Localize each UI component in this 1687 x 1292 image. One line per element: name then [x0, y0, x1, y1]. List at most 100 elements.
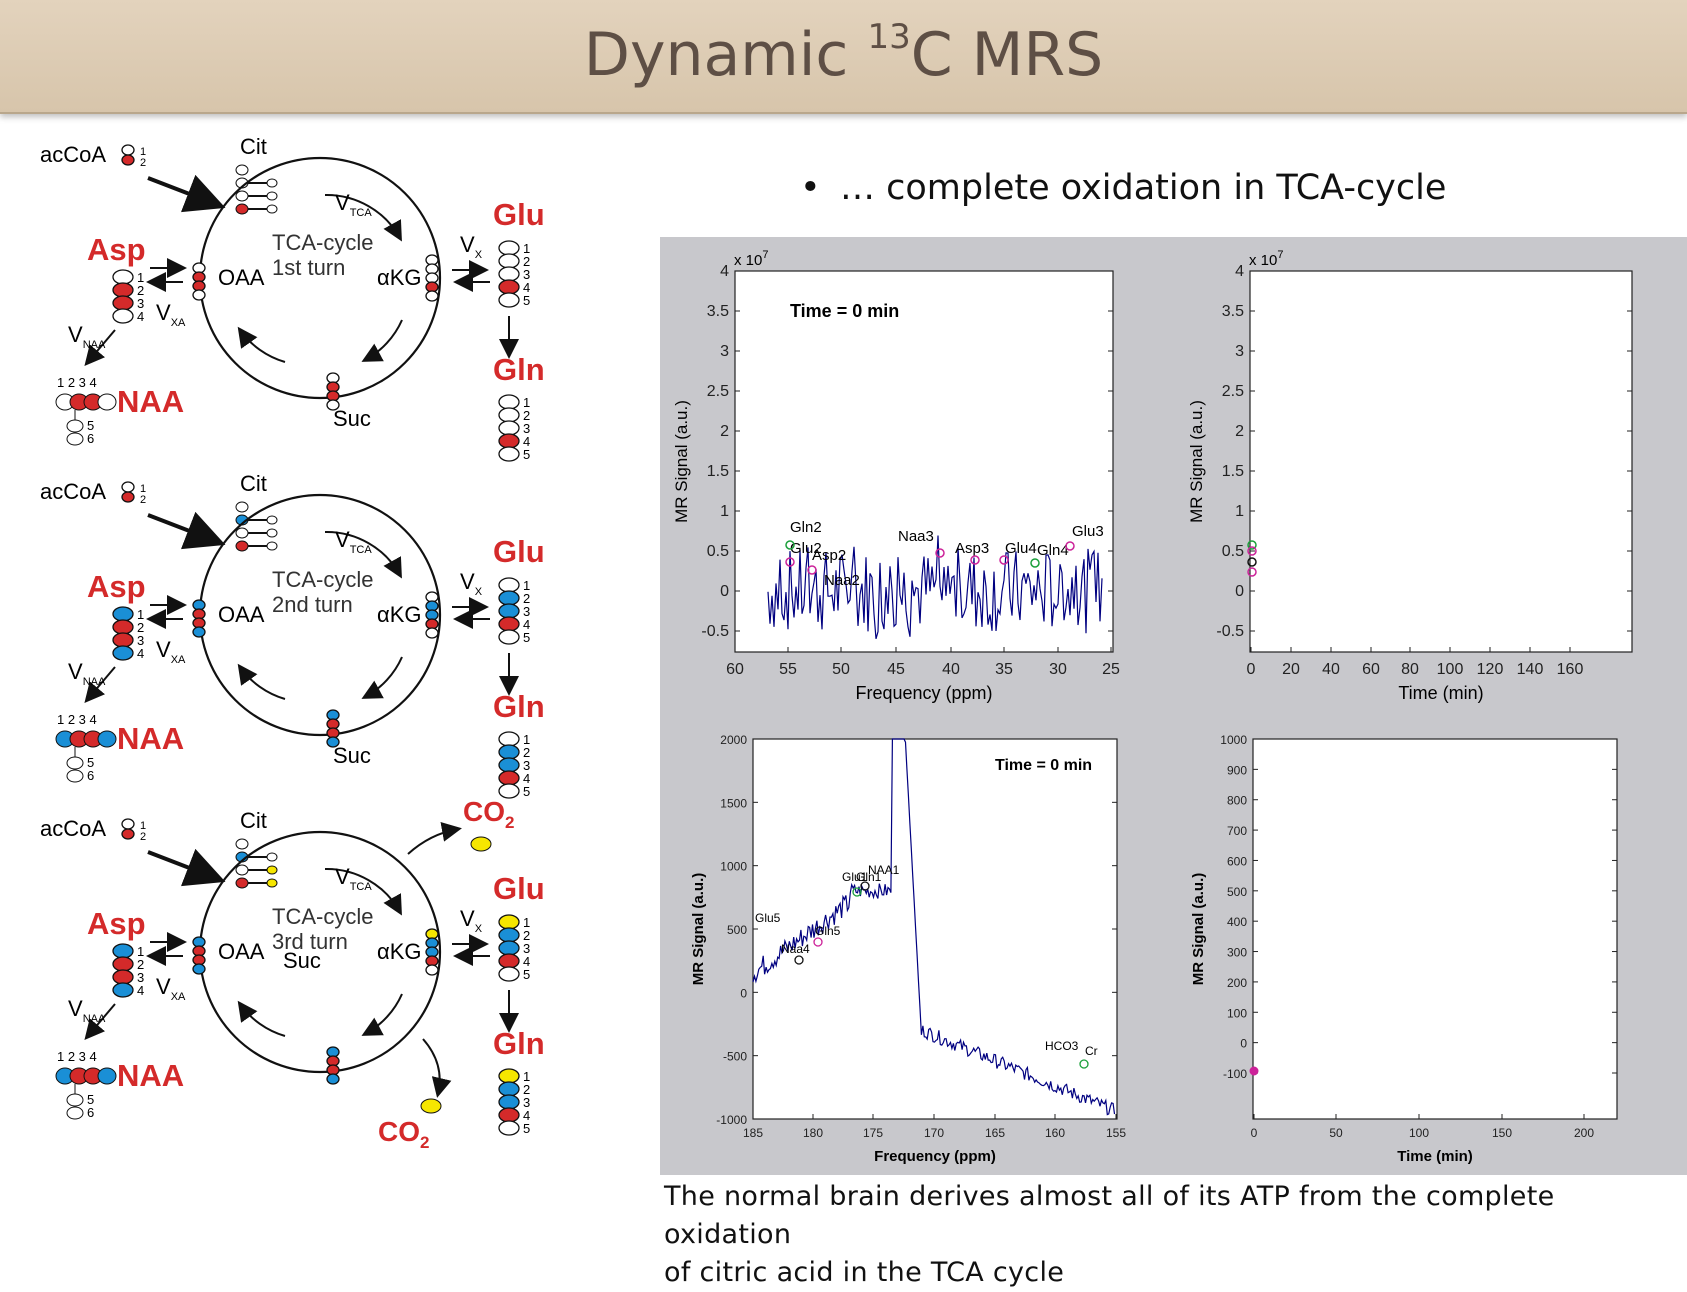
peak-marker [1065, 541, 1075, 551]
x-tick-label: 50 [832, 661, 850, 678]
glu-carbon-number: 1 [523, 241, 530, 256]
plot-area [1249, 270, 1633, 653]
spectrum-line [752, 738, 1116, 1116]
asp-label: Asp [87, 569, 146, 604]
x-tick-label: 160 [1045, 1126, 1065, 1140]
accoa-number: 2 [140, 157, 146, 169]
suc-label: Suc [283, 948, 321, 973]
y-tick-label: 1 [720, 503, 729, 520]
gln-carbon-number: 1 [523, 732, 530, 747]
y-tick-label: 0 [1240, 1037, 1247, 1051]
timecourse-marker [1247, 546, 1257, 556]
peak-label: Asp3 [955, 540, 989, 557]
akg-label: αKG [377, 602, 422, 627]
cit-carbon [266, 528, 278, 538]
y-tick-label: 500 [727, 923, 747, 937]
oaa-label: OAA [218, 602, 265, 627]
v-x-label-sub: X [475, 249, 483, 261]
accoa-number: 2 [140, 494, 146, 506]
accoa-carbon [121, 491, 135, 503]
gln-label: Gln [493, 689, 545, 724]
turn-label-line1: TCA-cycle [272, 567, 373, 592]
naa-number: 5 [87, 755, 94, 770]
glu-carbon-number: 4 [523, 954, 530, 969]
bullet-text: … complete oxidation in TCA-cycle [840, 168, 1447, 208]
glu-carbon-number: 3 [523, 267, 530, 282]
naa-number: 6 [87, 1105, 94, 1120]
asp-carbon-number: 1 [137, 944, 144, 959]
naa-arrow [84, 329, 116, 367]
glu-carbon-number: 2 [523, 928, 530, 943]
y-tick-label: -500 [723, 1050, 747, 1064]
x-axis-label: Frequency (ppm) [874, 1148, 996, 1165]
naa-arrow [84, 1003, 116, 1041]
peak-label: Glu3 [1072, 523, 1104, 540]
v-xa-label-sub: XA [171, 654, 186, 666]
x-tick-label: 45 [887, 661, 905, 678]
peak-label: NAA1 [868, 863, 900, 877]
y-axis-label: MR Signal (a.u.) [672, 400, 691, 523]
cycle-arrow [324, 193, 402, 242]
naa-label: NAA [117, 721, 184, 756]
y-tick-label: 4 [720, 263, 729, 280]
time-annotation: Time = 0 min [995, 757, 1092, 774]
time-annotation: Time = 0 min [790, 301, 899, 321]
spectrum-line [767, 535, 1103, 639]
naa-numbers: 1 2 3 4 [57, 712, 97, 727]
y-tick-label: -0.5 [701, 623, 729, 640]
peak-label: HCO3 [1045, 1039, 1079, 1053]
y-multiplier: x 107 [1249, 249, 1283, 269]
peak-marker [935, 548, 945, 558]
slide-title: Dynamic 13C MRS [583, 17, 1104, 90]
y-tick-label: 0 [1235, 583, 1244, 600]
accoa-number: 2 [140, 831, 146, 843]
turn-label-line1: TCA-cycle [272, 230, 373, 255]
glu-carbon-number: 4 [523, 280, 530, 295]
y-tick-label: 300 [1227, 946, 1247, 960]
caption-line-1: The normal brain derives almost all of i… [664, 1181, 1555, 1250]
co2-sub: 2 [420, 1133, 429, 1152]
x-tick-label: 150 [1492, 1126, 1512, 1140]
asp-carbon-number: 2 [137, 283, 144, 298]
x-axis-label: Time (min) [1398, 683, 1483, 703]
suc-carbon [326, 1073, 340, 1085]
x-tick-label: 160 [1557, 661, 1584, 678]
cycle-arrow [361, 319, 403, 362]
x-tick-label: 0 [1251, 1126, 1258, 1140]
y-tick-label: 0 [740, 986, 747, 1000]
y-tick-label: -1000 [716, 1113, 747, 1127]
gln-carbon-number: 4 [523, 771, 530, 786]
asp-carbon-number: 2 [137, 957, 144, 972]
cit-carbon [266, 191, 278, 201]
x-tick-label: 60 [726, 661, 744, 678]
glu-label: Glu [493, 534, 545, 569]
y-tick-label: 2.5 [1222, 383, 1244, 400]
naa-carbon [66, 756, 84, 770]
timecourse-marker [1247, 557, 1257, 567]
glu-carbon [498, 966, 520, 982]
y-multiplier: x 107 [734, 249, 768, 269]
y-tick-label: 1.5 [1222, 463, 1244, 480]
bullet-point: • … complete oxidation in TCA-cycle [800, 168, 1446, 208]
gln-carbon-number: 3 [523, 1095, 530, 1110]
gln-carbon-number: 2 [523, 745, 530, 760]
y-tick-label: 2.5 [707, 383, 729, 400]
co2-carbon [470, 836, 492, 852]
x-tick-label: 55 [779, 661, 797, 678]
gln-carbon-number: 5 [523, 1121, 530, 1136]
cit-carbon [266, 878, 278, 888]
suc-carbon [326, 399, 340, 411]
gln-label: Gln [493, 352, 545, 387]
y-tick-label: 1000 [720, 860, 747, 874]
y-tick-label: 3.5 [1222, 303, 1244, 320]
peak-label: Naa4 [781, 942, 810, 956]
naa-number: 6 [87, 431, 94, 446]
peak-marker [813, 937, 823, 947]
asp-carbon-number: 2 [137, 620, 144, 635]
turn-label-line2: 3rd turn [272, 929, 348, 954]
y-tick-label: 400 [1227, 915, 1247, 929]
y-multiplier-exp: 7 [1277, 249, 1283, 261]
y-tick-label: 2000 [720, 733, 747, 747]
